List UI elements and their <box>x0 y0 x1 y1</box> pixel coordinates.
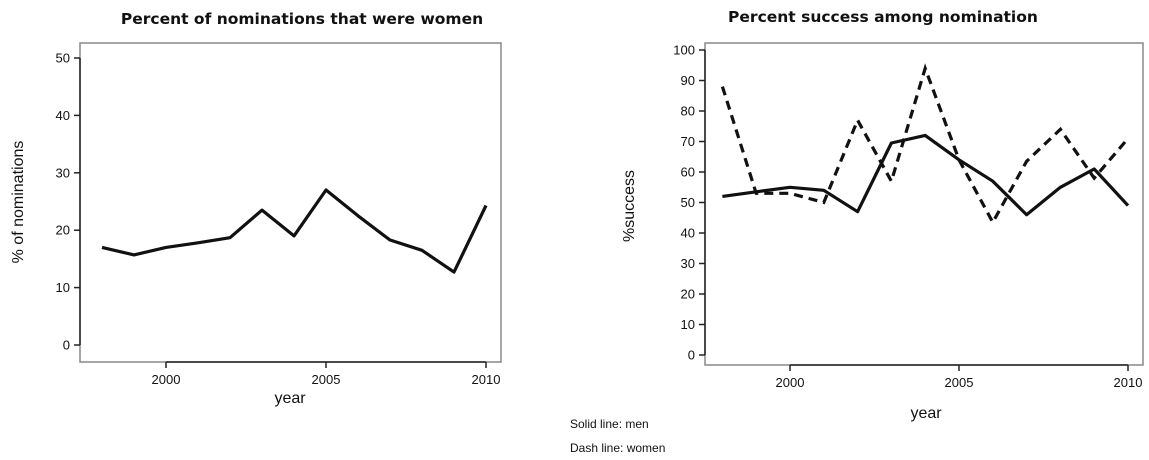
x-axis-ticks: 2000 2005 2010 <box>776 365 1143 390</box>
legend-note-solid: Solid line: men <box>570 417 649 431</box>
series-line-solid <box>101 188 488 274</box>
y-axis-label: %success <box>621 170 638 242</box>
y-tick-label: 10 <box>56 280 70 295</box>
y-tick-label: 10 <box>681 317 695 332</box>
y-axis-ticks: 0 10 20 30 40 50 <box>56 51 80 353</box>
y-tick-label: 50 <box>681 195 695 210</box>
y-tick-label: 50 <box>56 51 70 66</box>
y-tick-label: 20 <box>681 287 695 302</box>
chart-title: Percent of nominations that were women <box>121 10 483 28</box>
x-tick-label: 2005 <box>945 375 974 390</box>
y-tick-label: 60 <box>681 165 695 180</box>
plot-frame <box>79 42 502 363</box>
y-tick-label: 70 <box>681 134 695 149</box>
x-tick-label: 2000 <box>776 375 805 390</box>
y-tick-label: 0 <box>63 338 70 353</box>
y-tick-label: 40 <box>681 226 695 241</box>
y-axis-label: % of nominations <box>10 141 27 264</box>
x-tick-label: 2005 <box>312 372 341 387</box>
y-tick-label: 0 <box>688 348 695 363</box>
y-tick-label: 30 <box>681 256 695 271</box>
plot-frame <box>704 42 1144 366</box>
y-axis-ticks: 0 10 20 30 40 50 60 70 80 90 100 <box>673 43 705 363</box>
x-tick-label: 2000 <box>152 372 181 387</box>
chart-nominations-women: Percent of nominations that were women 0… <box>10 10 502 407</box>
y-tick-label: 90 <box>681 73 695 88</box>
series-line-solid <box>722 133 1130 217</box>
x-tick-label: 2010 <box>472 372 501 387</box>
y-tick-label: 40 <box>56 108 70 123</box>
x-axis-ticks: 2000 2005 2010 <box>152 362 501 387</box>
y-tick-label: 100 <box>673 43 695 58</box>
y-tick-label: 80 <box>681 104 695 119</box>
plot-lines <box>720 63 1130 226</box>
y-tick-label: 20 <box>56 223 70 238</box>
series-line-women-dashed <box>720 63 1130 226</box>
chart-success-rate: Percent success among nomination 0 10 20 30… <box>570 8 1144 455</box>
plot-lines <box>101 188 488 274</box>
x-tick-label: 2010 <box>1114 375 1143 390</box>
x-axis-label: year <box>274 390 306 407</box>
x-axis-label: year <box>910 405 942 422</box>
chart-title: Percent success among nomination <box>728 8 1038 26</box>
legend-note-dash: Dash line: women <box>570 441 665 455</box>
y-tick-label: 30 <box>56 165 70 180</box>
